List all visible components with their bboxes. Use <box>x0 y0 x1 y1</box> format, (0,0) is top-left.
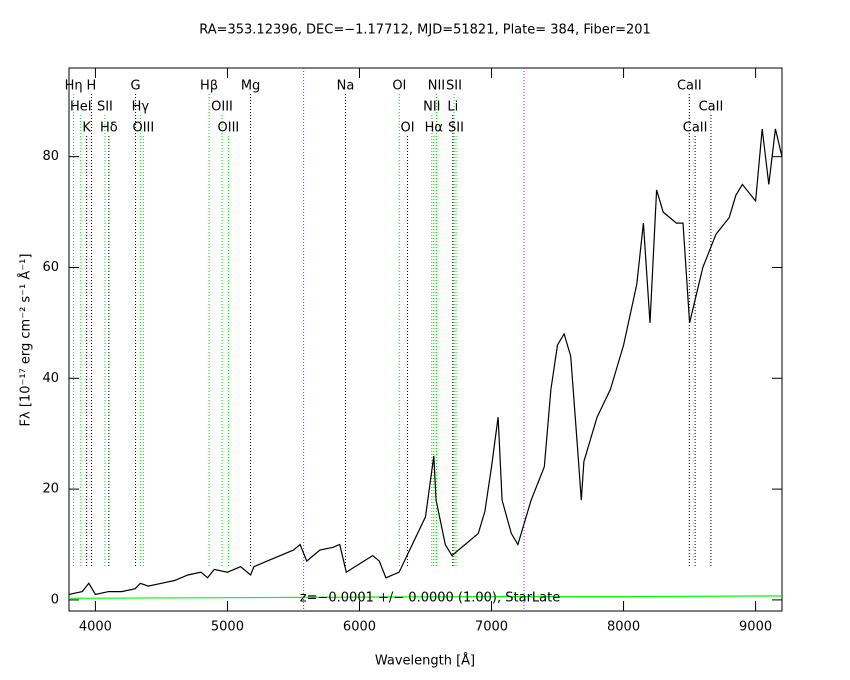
spectral-line-label: NII <box>428 79 445 94</box>
spectral-line-label: Hδ <box>100 121 118 136</box>
spectral-line-label: K <box>82 121 91 136</box>
plot-frame <box>68 67 783 612</box>
x-tick-label: 7000 <box>475 620 508 635</box>
spectral-line-label: OIII <box>132 121 154 136</box>
spectral-line-label: H <box>87 79 97 94</box>
spectral-line-label: OIII <box>211 100 233 115</box>
y-tick-label: 60 <box>42 260 59 275</box>
spectral-line-label: Hβ <box>200 79 218 94</box>
spectral-line-label: NII <box>423 100 440 115</box>
y-tick-label: 20 <box>42 482 59 497</box>
y-tick-label: 40 <box>42 371 59 386</box>
y-axis-label: Fλ [10⁻¹⁷ erg cm⁻² s⁻¹ Å⁻¹] <box>18 254 34 427</box>
chart-title: RA=353.12396, DEC=−1.17712, MJD=51821, P… <box>199 23 651 38</box>
x-tick-label: 6000 <box>343 620 376 635</box>
x-tick-label: 4000 <box>79 620 112 635</box>
spectral-line-label: Mg <box>241 79 260 94</box>
spectral-line-label: CaII <box>699 100 724 115</box>
spectral-line-label: CaII <box>683 121 708 136</box>
spectral-line-label: G <box>131 79 141 94</box>
x-tick-label: 9000 <box>739 620 772 635</box>
spectral-line-label: Na <box>337 79 355 94</box>
spectral-line-label: OIII <box>218 121 240 136</box>
spectral-line-label: HeI <box>70 100 92 115</box>
spectral-line-label: SII <box>448 121 464 136</box>
annotation: z=−0.0001 +/− 0.0000 (1.00), StarLate <box>300 591 560 606</box>
spectral-line-label: Hγ <box>132 100 150 115</box>
y-tick-label: 0 <box>51 592 59 607</box>
x-tick-label: 8000 <box>607 620 640 635</box>
spectral-line-label: SII <box>97 100 113 115</box>
spectrum-line <box>68 595 782 599</box>
spectral-line-label: SII <box>446 79 462 94</box>
x-axis-label: Wavelength [Å] <box>375 653 475 669</box>
y-tick-label: 80 <box>42 149 59 164</box>
spectral-line-label: Hα <box>425 121 443 136</box>
x-tick-label: 5000 <box>211 620 244 635</box>
spectrum-line <box>68 128 783 596</box>
spectral-line-label: Hη <box>65 79 83 94</box>
spectral-line-label: OI <box>401 121 415 136</box>
spectral-line-label: CaII <box>677 79 702 94</box>
spectral-line-label: Li <box>447 100 458 115</box>
spectral-line-label: OI <box>392 79 406 94</box>
